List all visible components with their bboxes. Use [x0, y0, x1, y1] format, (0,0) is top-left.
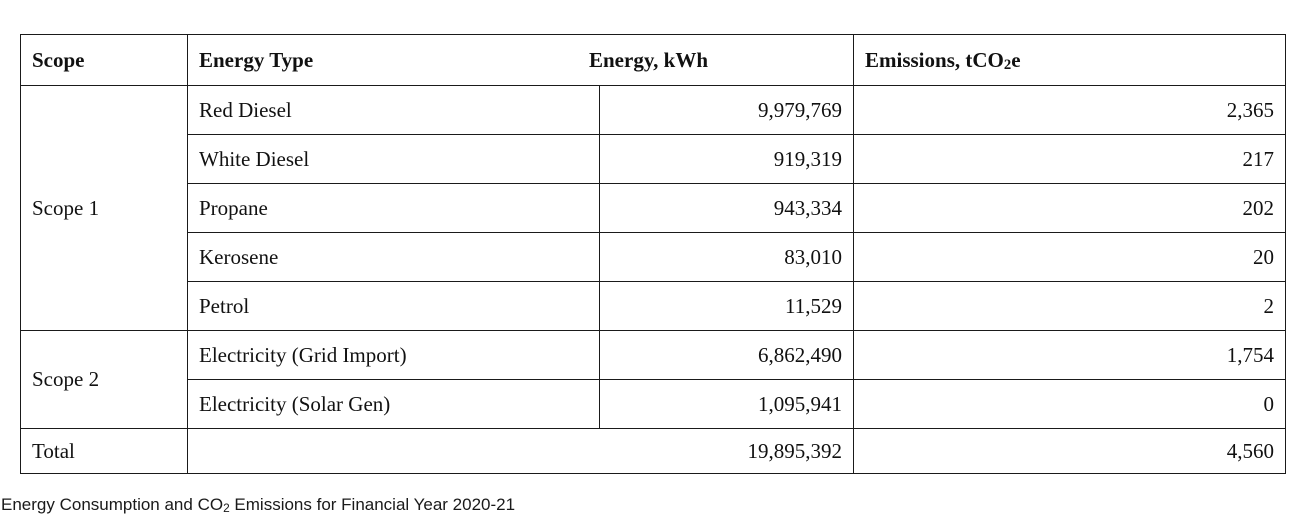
header-emissions-prefix: Emissions, tCO — [865, 47, 1004, 72]
table-header-row: Scope Energy Type Energy, kWh Emissions, … — [20, 34, 1286, 86]
header-scope: Scope — [20, 34, 188, 86]
emissions-cell: 2 — [853, 281, 1286, 331]
total-label: Total — [20, 428, 188, 474]
emissions-cell: 0 — [853, 379, 1286, 429]
energy-kwh-cell: 9,979,769 — [599, 85, 854, 135]
table-row: Propane 943,334 202 — [21, 183, 1286, 233]
total-emissions: 4,560 — [853, 428, 1286, 474]
energy-kwh-cell: 943,334 — [599, 183, 854, 233]
energy-kwh-cell: 11,529 — [599, 281, 854, 331]
energy-kwh-cell: 6,862,490 — [599, 330, 854, 380]
table-row: Kerosene 83,010 20 — [21, 232, 1286, 282]
header-emissions-suffix: e — [1011, 47, 1021, 72]
emissions-cell: 20 — [853, 232, 1286, 282]
emissions-cell: 2,365 — [853, 85, 1286, 135]
emissions-cell: 217 — [853, 134, 1286, 184]
energy-type-cell: Petrol — [187, 281, 600, 331]
energy-type-cell: Electricity (Grid Import) — [187, 330, 600, 380]
energy-kwh-cell: 919,319 — [599, 134, 854, 184]
table-row: Scope 1 Red Diesel 9,979,769 2,365 — [20, 85, 1286, 331]
energy-type-cell: Kerosene — [187, 232, 600, 282]
table-row: White Diesel 919,319 217 — [21, 134, 1286, 184]
total-energy-kwh: 19,895,392 — [187, 428, 854, 474]
emissions-cell: 1,754 — [853, 330, 1286, 380]
energy-type-cell: Propane — [187, 183, 600, 233]
emissions-cell: 202 — [853, 183, 1286, 233]
energy-type-cell: Red Diesel — [187, 85, 600, 135]
caption-subscript: 2 — [223, 500, 230, 515]
header-energy-type-and-energy: Energy Type Energy, kWh — [187, 34, 854, 86]
total-row: Total 19,895,392 4,560 — [20, 428, 1286, 474]
header-emissions: Emissions, tCO2e — [853, 34, 1286, 86]
header-energy: Energy, kWh — [589, 47, 709, 72]
energy-type-cell: White Diesel — [187, 134, 600, 184]
caption-prefix: Energy Consumption and CO — [1, 495, 224, 514]
header-emissions-subscript: 2 — [1003, 56, 1012, 73]
caption-suffix: Emissions for Financial Year 2020-21 — [229, 495, 516, 514]
energy-type-cell: Electricity (Solar Gen) — [187, 379, 600, 429]
energy-kwh-cell: 1,095,941 — [599, 379, 854, 429]
scope-cell: Scope 1 — [20, 85, 188, 331]
table-row: Scope 2 Electricity (Grid Import) 6,862,… — [20, 330, 1286, 429]
header-energy-type: Energy Type — [199, 47, 314, 72]
energy-kwh-cell: 83,010 — [599, 232, 854, 282]
energy-emissions-table: Scope Energy Type Energy, kWh Emissions, … — [20, 34, 1286, 474]
table-row: Electricity (Solar Gen) 1,095,941 0 — [21, 379, 1286, 429]
table-row: Petrol 11,529 2 — [21, 281, 1286, 331]
table-caption: Energy Consumption and CO2 Emissions for… — [1, 495, 515, 515]
scope-cell: Scope 2 — [20, 330, 188, 429]
